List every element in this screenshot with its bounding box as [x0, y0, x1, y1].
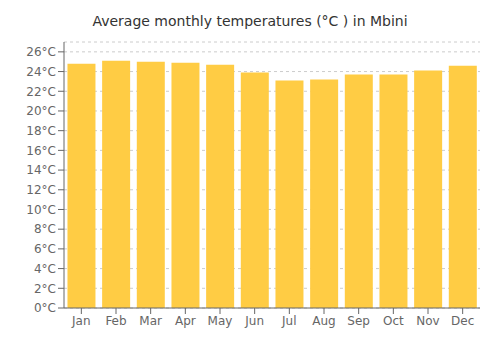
svg-text:6°C: 6°C [34, 242, 56, 256]
svg-text:Aug: Aug [312, 314, 335, 328]
svg-text:Jul: Jul [281, 314, 296, 328]
svg-text:22°C: 22°C [26, 85, 56, 99]
svg-text:Feb: Feb [105, 314, 126, 328]
svg-text:Mar: Mar [139, 314, 162, 328]
svg-text:26°C: 26°C [26, 45, 56, 59]
svg-text:16°C: 16°C [26, 144, 56, 158]
svg-text:Sep: Sep [347, 314, 370, 328]
svg-text:Dec: Dec [451, 314, 474, 328]
svg-text:Jun: Jun [244, 314, 264, 328]
svg-text:18°C: 18°C [26, 124, 56, 138]
svg-text:Apr: Apr [175, 314, 196, 328]
svg-text:2°C: 2°C [34, 282, 56, 296]
svg-text:14°C: 14°C [26, 163, 56, 177]
html-text:Average monthly temperatures (: Average monthly temperatures (°C ) in Mb… [92, 13, 408, 29]
svg-text:12°C: 12°C [26, 183, 56, 197]
svg-text:24°C: 24°C [26, 65, 56, 79]
svg-text:May: May [208, 314, 233, 328]
svg-text:10°C: 10°C [26, 203, 56, 217]
svg-text:8°C: 8°C [34, 222, 56, 236]
svg-text:Oct: Oct [383, 314, 404, 328]
svg-text:Jan: Jan [71, 314, 91, 328]
svg-text:Nov: Nov [416, 314, 439, 328]
svg-text:20°C: 20°C [26, 104, 56, 118]
svg-text:0°C: 0°C [34, 301, 56, 315]
svg-text:4°C: 4°C [34, 262, 56, 276]
